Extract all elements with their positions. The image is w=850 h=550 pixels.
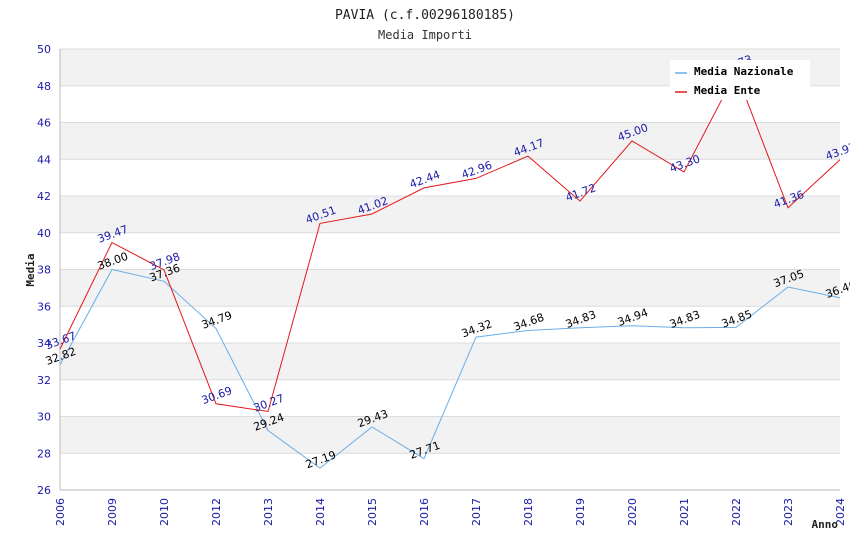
chart-title: PAVIA (c.f.00296180185): [335, 8, 515, 23]
x-tick-label: 2012: [210, 498, 223, 526]
series-line-media-nazionale: [59, 268, 841, 469]
y-tick-label: 46: [37, 117, 51, 130]
x-tick-label: 2017: [470, 498, 483, 526]
y-tick-label: 28: [37, 447, 51, 460]
x-tick-label: 2023: [782, 498, 795, 526]
grid-band: [60, 416, 840, 454]
x-tick-label: 2016: [418, 498, 431, 526]
y-tick-label: 40: [37, 227, 51, 240]
x-tick-label: 2018: [522, 498, 535, 526]
x-tick-label: 2021: [678, 498, 691, 526]
x-tick-label: 2013: [262, 498, 275, 526]
grid-band: [60, 122, 840, 160]
y-tick-label: 50: [37, 43, 51, 56]
y-tick-label: 36: [37, 300, 51, 313]
grid-band: [60, 343, 840, 380]
data-labels: 32.8238.0037.3634.7929.2427.1929.4327.71…: [44, 53, 850, 472]
x-tick-label: 2022: [730, 498, 743, 526]
chart-subtitle: Media Importi: [378, 28, 472, 42]
x-tick-label: 2014: [314, 498, 327, 526]
grid-band: [60, 269, 840, 307]
x-axis-label: Anno: [812, 518, 839, 531]
series-line-media-ente: [59, 71, 841, 413]
legend-label-ente: Media Ente: [694, 84, 761, 97]
y-tick-label: 48: [37, 80, 51, 93]
data-label-nazionale: 34.79: [200, 309, 234, 332]
y-tick-label: 44: [37, 153, 51, 166]
x-tick-label: 2006: [54, 498, 67, 526]
legend-label-nazionale: Media Nazionale: [694, 65, 794, 78]
axes: [59, 49, 840, 491]
y-tick-label: 42: [37, 190, 51, 203]
y-tick-label: 38: [37, 264, 51, 277]
x-tick-label: 2020: [626, 498, 639, 526]
y-tick-label: 32: [37, 374, 51, 387]
legend-box: [670, 60, 810, 100]
y-tick-labels: 26 28 30 32 34 36 38 40 42 44 46 48 50: [37, 43, 51, 497]
grid-band: [60, 196, 840, 233]
x-tick-label: 2024: [834, 498, 847, 526]
x-tick-labels: 2006 2009 2010 2012 2013 2014 2015 2016 2017 2018…: [54, 498, 847, 526]
x-tick-label: 2019: [574, 498, 587, 526]
y-axis-label: Media: [24, 253, 37, 286]
series-lines: [59, 71, 841, 469]
y-tick-label: 30: [37, 411, 51, 424]
x-tick-label: 2015: [366, 498, 379, 526]
x-tick-label: 2009: [106, 498, 119, 526]
y-tick-label: 26: [37, 484, 51, 497]
x-tick-label: 2010: [158, 498, 171, 526]
y-tick-label: 34: [37, 337, 51, 350]
legend: Media Nazionale Media Ente: [670, 60, 810, 100]
